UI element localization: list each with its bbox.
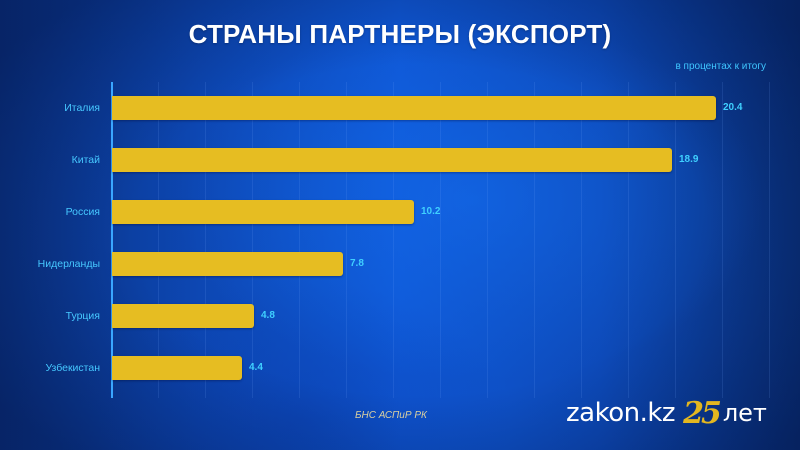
gridline bbox=[675, 82, 676, 398]
value-label: 20.4 bbox=[723, 102, 743, 113]
gridline bbox=[581, 82, 582, 398]
gridline bbox=[487, 82, 488, 398]
bar bbox=[112, 148, 672, 172]
brand-logo: zakon.kz 25 лет bbox=[566, 393, 767, 433]
category-label: Узбекистан bbox=[45, 362, 100, 374]
anniversary-number: 25 bbox=[683, 395, 722, 431]
category-label: Китай bbox=[71, 154, 100, 166]
value-label: 10.2 bbox=[421, 206, 441, 217]
gridline bbox=[534, 82, 535, 398]
gridline bbox=[346, 82, 347, 398]
y-axis-line bbox=[111, 82, 113, 398]
plot-area: 20.4 18.9 10.2 7.8 4.8 4.4 bbox=[111, 82, 771, 398]
bar bbox=[112, 200, 414, 224]
bar bbox=[112, 252, 343, 276]
bar bbox=[112, 356, 242, 380]
anniversary-word: лет bbox=[722, 399, 767, 427]
gridline bbox=[628, 82, 629, 398]
value-label: 4.8 bbox=[261, 310, 275, 321]
gridline bbox=[440, 82, 441, 398]
value-label: 4.4 bbox=[249, 362, 263, 373]
chart-title: СТРАНЫ ПАРТНЕРЫ (ЭКСПОРТ) bbox=[188, 19, 612, 49]
brand-name: zakon.kz bbox=[566, 398, 676, 428]
gridline bbox=[158, 82, 159, 398]
source-label: БНС АСПиР РК bbox=[355, 410, 427, 421]
category-label: Россия bbox=[65, 206, 100, 218]
gridline bbox=[722, 82, 723, 398]
gridline bbox=[252, 82, 253, 398]
value-label: 18.9 bbox=[679, 154, 699, 165]
bar bbox=[112, 304, 254, 328]
value-label: 7.8 bbox=[350, 258, 364, 269]
units-label: в процентах к итогу bbox=[675, 61, 766, 72]
category-label: Нидерланды bbox=[37, 258, 100, 270]
category-label: Турция bbox=[65, 310, 100, 322]
category-label: Италия bbox=[64, 102, 100, 114]
gridline bbox=[769, 82, 770, 398]
bar bbox=[112, 96, 716, 120]
gridline bbox=[393, 82, 394, 398]
gridline bbox=[299, 82, 300, 398]
gridline bbox=[205, 82, 206, 398]
